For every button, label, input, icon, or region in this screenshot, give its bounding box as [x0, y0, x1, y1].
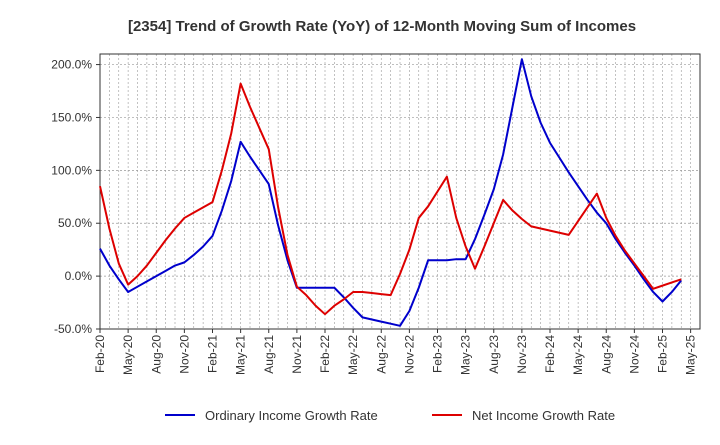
x-tick-label: Aug-20: [149, 335, 163, 374]
x-tick-label: May-23: [459, 335, 473, 375]
y-tick-label: 50.0%: [58, 216, 92, 230]
x-tick-label: Aug-22: [374, 335, 388, 374]
x-tick-label: Feb-25: [656, 335, 670, 373]
chart-title: [2354] Trend of Growth Rate (YoY) of 12-…: [128, 18, 636, 35]
y-tick-label: 200.0%: [51, 58, 92, 72]
x-tick-label: Nov-23: [515, 335, 529, 374]
x-tick-label: Aug-21: [262, 335, 276, 374]
x-tick-label: Aug-24: [599, 335, 613, 374]
x-tick-label: Nov-21: [290, 335, 304, 374]
y-axis-ticks: -50.0% 0.0% 50.0% 100.0% 150.0% 200.0%: [51, 58, 100, 336]
x-tick-label: Feb-23: [431, 335, 445, 373]
y-tick-label: 100.0%: [51, 163, 92, 177]
x-tick-label: May-21: [234, 335, 248, 375]
legend-label: Ordinary Income Growth Rate: [205, 408, 378, 423]
x-axis-ticks: Feb-20 May-20 Aug-20 Nov-20 Feb-21 May-21 Aug-…: [93, 329, 698, 375]
series-line-net-income: [99, 82, 682, 316]
x-tick-label: Nov-24: [627, 335, 641, 374]
y-tick-label: 0.0%: [65, 269, 93, 283]
x-tick-label: May-20: [121, 335, 135, 375]
series-lines: [99, 58, 683, 327]
x-tick-label: Feb-20: [93, 335, 107, 373]
grid-lines: [100, 54, 700, 330]
x-tick-label: May-24: [571, 335, 585, 375]
x-tick-label: Feb-21: [206, 335, 220, 373]
y-tick-label: 150.0%: [51, 110, 92, 124]
legend: Ordinary Income Growth Rate Net Income Gr…: [165, 408, 615, 423]
legend-label: Net Income Growth Rate: [472, 408, 615, 423]
series-line-ordinary-income: [99, 58, 683, 327]
x-tick-label: Feb-22: [318, 335, 332, 373]
x-tick-label: Nov-20: [177, 335, 191, 374]
x-tick-label: Aug-23: [487, 335, 501, 374]
x-tick-label: Nov-22: [402, 335, 416, 374]
x-tick-label: Feb-24: [543, 335, 557, 373]
plot-frame: [99, 53, 701, 330]
x-tick-label: May-22: [346, 335, 360, 375]
y-tick-label: -50.0%: [54, 322, 92, 336]
x-tick-label: May-25: [684, 335, 698, 375]
